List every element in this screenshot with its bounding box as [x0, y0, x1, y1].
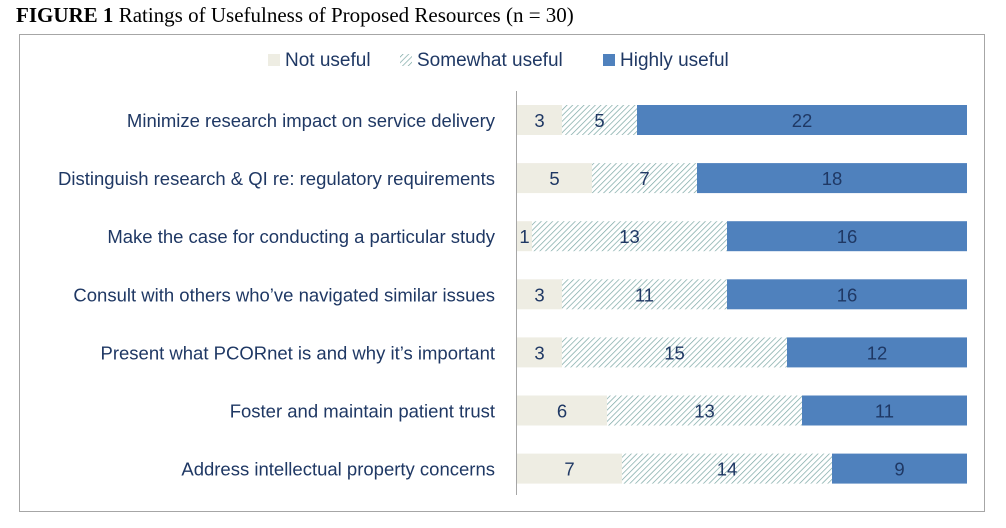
data-label-somewhat-useful-3: 13 [619, 226, 640, 247]
bar-not-useful-7 [517, 453, 622, 484]
data-label-highly-useful-4: 16 [837, 284, 858, 305]
bar-somewhat-useful-7 [622, 453, 832, 484]
data-label-highly-useful-7: 9 [894, 459, 904, 480]
bar-not-useful-4 [517, 279, 562, 310]
figure-number: FIGURE 1 [16, 3, 114, 27]
data-label-highly-useful-6: 11 [875, 401, 894, 422]
category-label-minimize-research-impact-on-service-delivery: Minimize research impact on service deli… [127, 110, 496, 131]
chart-legend: Not useful Somewhat useful Highly useful [268, 50, 729, 71]
bar-somewhat-useful-4 [562, 279, 727, 310]
bar-highly-useful-6 [802, 395, 967, 426]
category-label-consult-with-others-who-ve-navigated-similar-issues: Consult with others who’ve navigated sim… [73, 284, 495, 305]
chart-bars: 3 5 22 5 7 18 1 13 16 3 11 16 3 15 12 6 13 11 7 14 9 [517, 105, 967, 484]
category-label-present-what-pcornet-is-and-why-it-s-important: Present what PCORnet is and why it’s imp… [101, 342, 496, 363]
bar-not-useful-5 [517, 337, 562, 368]
data-label-somewhat-useful-5: 15 [664, 342, 685, 363]
data-label-not-useful-5: 3 [534, 342, 544, 363]
category-label-make-the-case-for-conducting-a-particular-study: Make the case for conducting a particula… [107, 226, 495, 247]
legend-label-not-useful: Not useful [285, 50, 371, 71]
bar-highly-useful-1 [637, 105, 967, 135]
legend-label-highly-useful: Highly useful [620, 50, 729, 71]
category-label-address-intellectual-property-concerns: Address intellectual property concerns [181, 459, 495, 480]
category-label-foster-and-maintain-patient-trust: Foster and maintain patient trust [230, 401, 495, 422]
data-label-somewhat-useful-1: 5 [594, 110, 604, 131]
bar-not-useful-6 [517, 395, 607, 426]
bar-somewhat-useful-5 [562, 337, 787, 368]
data-label-not-useful-2: 5 [549, 168, 559, 189]
data-label-somewhat-useful-4: 11 [635, 284, 654, 305]
category-label-distinguish-research-qi-re-regulatory-requirements: Distinguish research & QI re: regulatory… [58, 168, 495, 189]
data-label-highly-useful-1: 22 [792, 110, 813, 131]
legend-swatch-not-useful [268, 54, 280, 66]
bar-highly-useful-5 [787, 337, 967, 368]
data-label-highly-useful-3: 16 [837, 226, 858, 247]
data-label-somewhat-useful-2: 7 [639, 168, 649, 189]
data-label-not-useful-1: 3 [534, 110, 544, 131]
category-labels: Minimize research impact on service deli… [58, 110, 496, 480]
data-label-highly-useful-2: 18 [822, 168, 843, 189]
legend-swatch-highly-useful [603, 54, 615, 66]
bar-somewhat-useful-1 [562, 105, 637, 135]
bar-not-useful-3 [517, 221, 532, 252]
bar-not-useful-1 [517, 105, 562, 135]
data-label-highly-useful-5: 12 [867, 342, 888, 363]
bar-highly-useful-4 [727, 279, 967, 310]
bar-highly-useful-2 [697, 163, 967, 194]
figure-title: Ratings of Usefulness of Proposed Resour… [118, 3, 574, 27]
data-label-not-useful-6: 6 [557, 401, 567, 422]
bar-somewhat-useful-2 [592, 163, 697, 194]
legend-label-somewhat-useful: Somewhat useful [417, 50, 563, 71]
stacked-bar-chart: Not useful Somewhat useful Highly useful 3… [58, 50, 967, 495]
data-label-somewhat-useful-7: 14 [717, 459, 738, 480]
data-label-somewhat-useful-6: 13 [694, 401, 715, 422]
data-label-not-useful-4: 3 [534, 284, 544, 305]
bar-somewhat-useful-3 [532, 221, 727, 252]
bar-somewhat-useful-6 [607, 395, 802, 426]
bar-highly-useful-7 [832, 453, 967, 484]
bar-highly-useful-3 [727, 221, 967, 252]
chart-frame: Not useful Somewhat useful Highly useful 3… [19, 34, 985, 512]
data-label-not-useful-3: 1 [519, 226, 529, 247]
data-label-not-useful-7: 7 [564, 459, 574, 480]
figure-caption: FIGURE 1 Ratings of Usefulness of Propos… [16, 3, 574, 28]
bar-not-useful-2 [517, 163, 592, 194]
legend-swatch-somewhat-useful [400, 54, 412, 66]
